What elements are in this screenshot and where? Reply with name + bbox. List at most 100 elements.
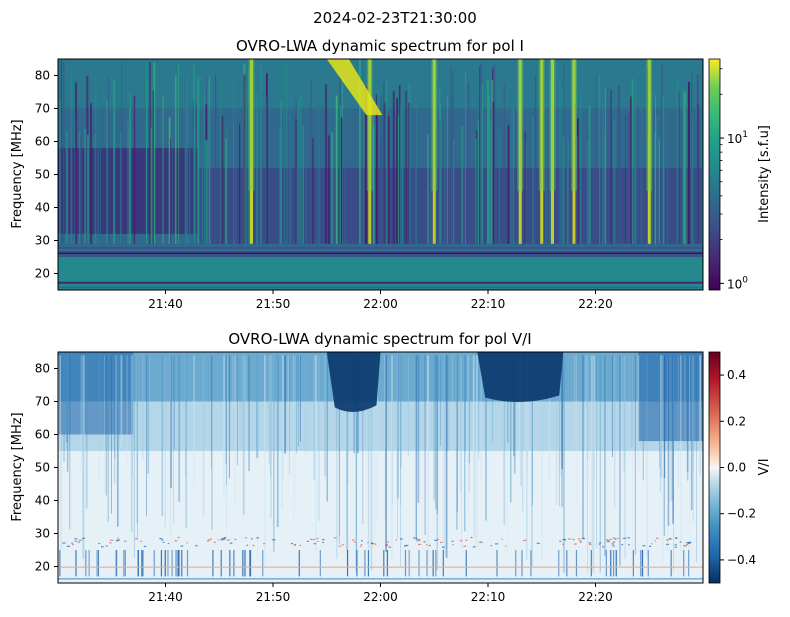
polarization-streak	[147, 355, 150, 475]
polarization-streak	[585, 355, 587, 486]
polarization-streak	[295, 355, 297, 454]
rfi-speckle	[272, 539, 276, 541]
y-tick-label: 40	[35, 494, 50, 508]
polarization-streak	[513, 355, 516, 474]
bright-burst	[368, 59, 372, 244]
spectrum-streak	[256, 92, 259, 244]
spectrum-streak	[452, 139, 455, 244]
rfi-speckle	[669, 538, 672, 540]
strong-pol-region	[326, 352, 381, 412]
polarization-streak	[99, 355, 100, 480]
rfi-speckle	[523, 539, 527, 542]
polarization-streak	[472, 355, 475, 534]
polarization-streak	[58, 355, 60, 519]
low-freq-streak	[615, 550, 617, 577]
polarization-streak	[468, 355, 471, 463]
spectrum-streak	[610, 89, 612, 244]
y-axis-label-vi: Frequency [MHz]	[10, 412, 25, 521]
rfi-speckle	[353, 541, 356, 543]
polarization-streak	[574, 355, 576, 447]
strong-pol-region	[477, 352, 564, 403]
polarization-streak	[427, 355, 429, 570]
polarization-streak	[666, 355, 668, 551]
spectrum-streak	[656, 116, 658, 244]
spectrum-streak	[382, 82, 385, 244]
low-freq-streak	[386, 550, 389, 577]
spectrum-streak	[681, 110, 684, 244]
polarization-streak	[480, 355, 482, 485]
colorbar-tick-label: −0.4	[727, 553, 756, 567]
bright-burst	[432, 59, 436, 244]
rfi-speckle	[223, 537, 226, 539]
rfi-speckle	[115, 540, 119, 542]
colorbar-tick-label: 0.2	[727, 414, 746, 428]
low-freq-streak	[435, 550, 437, 577]
spectrum-streak	[327, 135, 330, 244]
spectrum-streak	[445, 89, 447, 244]
rfi-speckle	[210, 538, 212, 540]
spectrum-streak	[479, 66, 480, 244]
low-freq-streak	[590, 550, 592, 577]
polarization-streak	[621, 355, 623, 511]
bright-burst	[518, 59, 522, 244]
low-freq-streak	[404, 550, 407, 577]
spectrum-streak	[203, 89, 205, 244]
polarization-streak	[385, 355, 387, 552]
rfi-speckle	[252, 544, 255, 547]
spectrum-streak	[67, 102, 69, 244]
rfi-speckle	[263, 543, 266, 545]
spectrum-streak	[486, 80, 489, 244]
bright-burst-halo	[538, 59, 545, 191]
polarization-streak	[400, 355, 402, 468]
colorbar-tick-label: 0.0	[727, 461, 746, 475]
rfi-speckle	[309, 538, 313, 541]
spectrum-streak	[90, 103, 92, 244]
polarization-streak	[642, 355, 644, 481]
polarization-streak	[226, 355, 228, 485]
x-tick-label: 22:10	[471, 590, 506, 604]
polarization-streak	[559, 355, 560, 506]
spectrum-streak	[451, 94, 453, 244]
spectrum-streak	[59, 134, 62, 244]
spectrum-streak	[439, 103, 441, 244]
rfi-speckle	[451, 540, 454, 542]
spectrum-streak	[613, 65, 615, 244]
rfi-speckle	[621, 543, 624, 546]
rfi-speckle	[666, 543, 670, 545]
polarization-streak	[679, 355, 682, 555]
rfi-speckle	[674, 546, 677, 548]
polarization-streak	[443, 355, 445, 555]
spectrum-streak	[168, 117, 171, 244]
rfi-speckle	[665, 539, 669, 541]
y-axis-vi: 20 30 40 50 60 70 80	[35, 362, 58, 574]
bright-burst-halo	[366, 59, 373, 191]
polarization-streak	[223, 355, 225, 501]
polarization-streak	[669, 355, 671, 502]
spectrum-streak	[427, 134, 429, 244]
spectrum-streak	[376, 111, 378, 244]
spectrum-streak	[546, 111, 549, 244]
spectrum-streak	[587, 139, 589, 244]
polarization-streak	[699, 355, 701, 474]
weak-pol-band	[58, 401, 703, 451]
polarization-streak	[525, 355, 528, 513]
rfi-speckle	[655, 537, 659, 539]
rfi-speckle	[386, 545, 389, 547]
spectrum-streak	[532, 116, 534, 244]
spectrum-streak	[491, 80, 494, 244]
polarization-streak	[273, 355, 275, 561]
low-freq-streak	[683, 550, 685, 577]
spectrum-streak	[59, 100, 61, 244]
rfi-speckle	[117, 537, 119, 539]
colorbar-vi-ticks: 0.4 0.2 0.0 −0.2 −0.4	[720, 368, 756, 567]
colorbar-tick-label: 0.4	[727, 368, 746, 382]
polarization-streak	[659, 355, 662, 492]
polarization-streak	[452, 355, 453, 451]
spectrum-streak	[178, 64, 179, 244]
colorbar-i-label: Intensity [s.f.u]	[757, 125, 772, 223]
polarization-streak	[193, 355, 195, 487]
spectrum-streak	[525, 139, 527, 244]
spectrum-streak	[362, 81, 364, 244]
rfi-speckle	[679, 541, 682, 543]
